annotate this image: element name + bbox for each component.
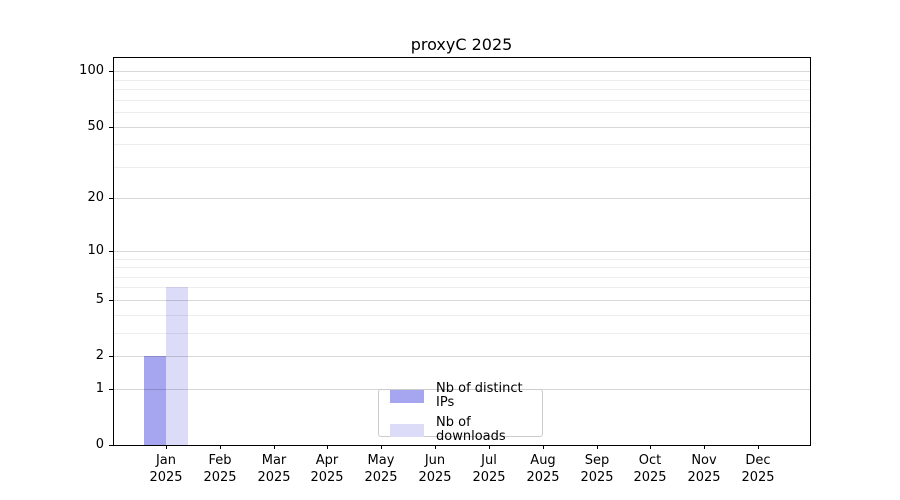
x-axis-tick-label: Dec 2025 [730,452,786,486]
y-tick-mark [109,127,113,128]
gridline-minor [114,112,810,113]
x-tick-mark [489,445,490,449]
x-tick-year: 2025 [687,470,721,485]
x-axis-tick-label: Nov 2025 [676,452,732,486]
x-tick-month: Nov [691,453,717,468]
x-tick-mark [274,445,275,449]
gridline-minor [114,100,810,101]
x-axis-tick-label: Sep 2025 [569,452,625,486]
gridline-major [114,356,810,357]
x-axis-tick-label: Feb 2025 [192,452,248,486]
x-tick-mark [704,445,705,449]
gridline-minor [114,287,810,288]
gridline-minor [114,80,810,81]
y-axis-tick-label: 50 [87,119,104,134]
legend: Nb of distinct IPs Nb of downloads [378,382,543,444]
x-tick-month: Oct [638,453,662,468]
x-tick-month: Aug [530,453,556,468]
x-tick-year: 2025 [203,470,237,485]
x-tick-mark [327,445,328,449]
x-tick-month: Jun [424,453,446,468]
x-tick-year: 2025 [149,470,183,485]
chart-title: proxyC 2025 [410,35,513,54]
x-tick-month: Jan [155,453,177,468]
x-axis-tick-label: Apr 2025 [299,452,355,486]
y-axis-tick-label: 2 [95,348,104,363]
x-tick-month: Feb [208,453,232,468]
x-tick-month: Mar [261,453,287,468]
x-tick-mark [381,445,382,449]
y-tick-mark [109,356,113,357]
x-tick-month: May [367,453,395,468]
x-axis-tick-label: Jun 2025 [407,452,463,486]
legend-label: Nb of distinct IPs [436,381,523,410]
gridline-minor [114,267,810,268]
legend-item: Nb of downloads [390,416,542,444]
legend-item: Nb of distinct IPs [390,382,542,410]
x-tick-year: 2025 [633,470,667,485]
y-tick-mark [109,445,113,446]
x-tick-year: 2025 [364,470,398,485]
x-tick-year: 2025 [257,470,291,485]
x-tick-mark [650,445,651,449]
gridline-minor [114,144,810,145]
x-tick-year: 2025 [418,470,452,485]
gridline-minor [114,277,810,278]
y-axis-tick-label: 0 [95,437,104,452]
x-tick-month: Apr [315,453,339,468]
x-tick-mark [166,445,167,449]
x-tick-mark [220,445,221,449]
gridline-major [114,198,810,199]
x-tick-year: 2025 [580,470,614,485]
x-tick-month: Dec [745,453,771,468]
x-axis-tick-label: Jan 2025 [138,452,194,486]
gridline-minor [114,333,810,334]
x-axis-tick-label: Mar 2025 [246,452,302,486]
x-axis-tick-label: Oct 2025 [622,452,678,486]
x-tick-year: 2025 [310,470,344,485]
y-tick-mark [109,198,113,199]
legend-swatch [390,423,424,437]
x-tick-mark [758,445,759,449]
gridline-minor [114,315,810,316]
gridline-major [114,71,810,72]
x-axis-tick-label: Aug 2025 [515,452,571,486]
y-tick-mark [109,300,113,301]
gridline-minor [114,259,810,260]
y-axis-tick-label: 1 [95,381,104,396]
y-axis-tick-label: 10 [87,243,104,258]
legend-swatch [390,389,424,403]
y-axis-tick-label: 5 [95,292,104,307]
x-tick-mark [543,445,544,449]
y-tick-mark [109,71,113,72]
x-tick-month: Jul [481,453,497,468]
y-axis-tick-label: 20 [87,190,104,205]
x-tick-month: Sep [584,453,610,468]
y-axis-tick-label: 100 [79,63,104,78]
x-tick-mark [435,445,436,449]
x-axis-tick-label: Jul 2025 [461,452,517,486]
x-tick-year: 2025 [472,470,506,485]
gridline-minor [114,89,810,90]
gridline-major [114,127,810,128]
x-tick-year: 2025 [526,470,560,485]
x-tick-year: 2025 [741,470,775,485]
x-tick-mark [597,445,598,449]
bar-nb-of-distinct-ips [144,356,166,445]
gridline-minor [114,167,810,168]
y-tick-mark [109,251,113,252]
bar-nb-of-downloads [166,287,188,445]
y-tick-mark [109,389,113,390]
gridline-major [114,300,810,301]
x-axis-tick-label: May 2025 [353,452,409,486]
legend-label: Nb of downloads [436,415,506,444]
gridline-major [114,251,810,252]
